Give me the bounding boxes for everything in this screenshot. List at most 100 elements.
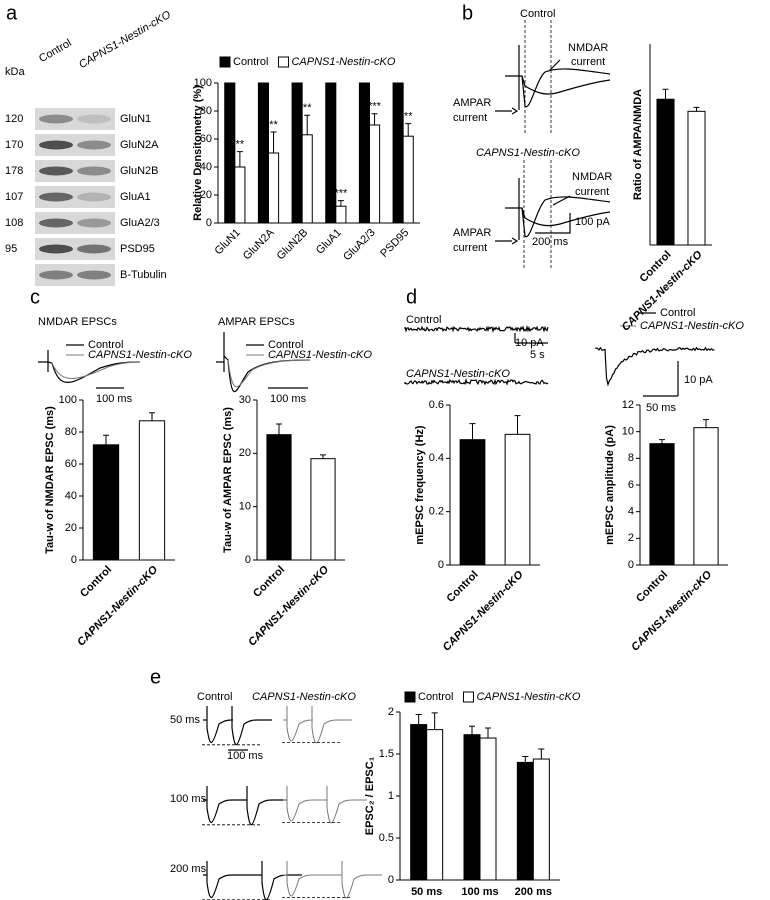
trace-label: NMDAR bbox=[568, 42, 608, 54]
blot-kda: 108 bbox=[5, 217, 23, 229]
legend-swatch bbox=[404, 691, 416, 703]
bar bbox=[402, 135, 414, 224]
bar bbox=[310, 458, 336, 561]
x-tick-label: CAPNS1-Nestin-cKO bbox=[75, 563, 160, 648]
y-tick-label: 0.6 bbox=[429, 399, 444, 411]
interval-label: 50 ms bbox=[170, 714, 200, 726]
y-tick-label: 0 bbox=[438, 559, 444, 571]
panel-d-traces: Control 10 pA 5 s CAPNS1-Nestin-cKO Cont… bbox=[404, 307, 744, 414]
trace-header: Control bbox=[197, 691, 232, 703]
trace-label: CAPNS1-Nestin-cKO bbox=[476, 147, 580, 159]
bar bbox=[532, 758, 550, 881]
x-tick-label: CAPNS1-Nestin-cKO bbox=[629, 568, 714, 653]
x-tick-label: GluN1 bbox=[212, 227, 243, 258]
y-tick-label: 8 bbox=[628, 452, 634, 464]
panel-e-traces: Control CAPNS1-Nestin-cKO 50 ms 100 ms 2… bbox=[170, 691, 382, 900]
x-tick-label: GluN2B bbox=[275, 227, 311, 263]
x-tick-label: 200 ms bbox=[515, 886, 552, 898]
y-tick-label: 0.5 bbox=[379, 832, 394, 844]
trace bbox=[203, 786, 287, 826]
bar bbox=[291, 82, 303, 224]
error-bar bbox=[469, 725, 475, 735]
interval-label: 200 ms bbox=[170, 863, 207, 875]
blot-band bbox=[39, 270, 73, 280]
legend-label: Control bbox=[88, 339, 123, 351]
significance: *** bbox=[368, 101, 382, 113]
error-bar bbox=[703, 419, 709, 428]
bar bbox=[426, 729, 444, 881]
bar bbox=[687, 110, 706, 246]
y-tick-label: 80 bbox=[65, 426, 77, 438]
legend-label: CAPNS1-Nestin-cKO bbox=[88, 349, 192, 361]
trace-header: CAPNS1-Nestin-cKO bbox=[252, 691, 356, 703]
trace-label: current bbox=[575, 186, 609, 198]
error-bar bbox=[405, 123, 412, 137]
blot-band bbox=[77, 114, 111, 124]
blot-strip bbox=[35, 212, 115, 234]
error-bar bbox=[431, 712, 438, 730]
significance: ** bbox=[303, 102, 312, 114]
error-bar bbox=[371, 113, 378, 125]
trace-scale: 10 pA bbox=[684, 374, 713, 386]
blot-protein: GluN2A bbox=[120, 139, 159, 151]
blot-kda: 170 bbox=[5, 139, 23, 151]
x-tick-label: Control bbox=[251, 564, 287, 600]
y-tick-label: 0 bbox=[245, 554, 251, 566]
error-bar bbox=[485, 727, 491, 739]
error-bar bbox=[538, 748, 545, 760]
blot-band bbox=[39, 166, 73, 176]
bar bbox=[369, 124, 381, 224]
error-bar bbox=[320, 454, 326, 459]
y-tick-label: 80 bbox=[200, 105, 212, 117]
y-tick-label: 4 bbox=[628, 506, 634, 518]
legend-swatch bbox=[462, 691, 474, 703]
y-axis-label: EPSC₂ / EPSC₁ bbox=[364, 756, 376, 835]
trace-scale: 100 ms bbox=[227, 750, 264, 762]
trace-scale: 100 ms bbox=[270, 393, 307, 405]
trace-scale: 50 ms bbox=[646, 402, 676, 414]
trace-label: current bbox=[453, 112, 487, 124]
y-tick-label: 1.5 bbox=[379, 748, 394, 760]
bar bbox=[224, 82, 236, 224]
legend-label: Control bbox=[268, 339, 303, 351]
y-tick-label: 0 bbox=[388, 874, 394, 886]
y-tick-label: 0.2 bbox=[429, 506, 444, 518]
y-axis-label: Ratio of AMPA/NMDA bbox=[632, 89, 644, 200]
error-bar bbox=[659, 439, 665, 444]
interval-label: 100 ms bbox=[170, 793, 207, 805]
y-tick-label: 10 bbox=[622, 426, 634, 438]
y-axis-label: mEPSC amplitude (pA) bbox=[604, 425, 616, 545]
blot-strip bbox=[35, 134, 115, 156]
y-tick-label: 60 bbox=[200, 133, 212, 145]
legend-label: Control bbox=[233, 56, 268, 68]
bar bbox=[92, 444, 120, 561]
x-tick-label: CAPNS1-Nestin-cKO bbox=[246, 563, 331, 648]
x-tick-label: GluA1 bbox=[314, 227, 344, 257]
y-tick-label: 100 bbox=[194, 77, 212, 89]
x-tick-label: 50 ms bbox=[411, 886, 442, 898]
x-tick-label: GluN2A bbox=[241, 226, 277, 262]
bar bbox=[325, 82, 337, 224]
bar bbox=[392, 82, 404, 224]
trace-label: current bbox=[453, 242, 487, 254]
y-tick-label: 60 bbox=[65, 458, 77, 470]
western-blot: Control CAPNS1-Nestin-cKO kDa GluN1 120 Gl… bbox=[5, 9, 173, 286]
blot-protein: B-Tubulin bbox=[120, 269, 167, 281]
bar bbox=[459, 439, 486, 566]
blot-band bbox=[39, 140, 73, 150]
blot-band bbox=[39, 218, 73, 228]
bar bbox=[463, 734, 481, 881]
trace-scale: 200 ms bbox=[532, 236, 569, 248]
y-axis-label: Relative Densitometry (%) bbox=[192, 85, 204, 221]
trace-title: NMDAR EPSCs bbox=[38, 316, 117, 328]
trace-scale: 5 s bbox=[530, 349, 545, 361]
blot-protein: GluA1 bbox=[120, 191, 151, 203]
blot-band bbox=[77, 270, 111, 280]
trace-label: Control bbox=[406, 314, 441, 326]
x-tick-label: Control bbox=[445, 569, 481, 605]
significance: *** bbox=[334, 188, 348, 200]
bar bbox=[656, 98, 675, 246]
blot-strip bbox=[35, 160, 115, 182]
x-tick-label: 100 ms bbox=[461, 886, 498, 898]
blot-band bbox=[77, 244, 111, 254]
